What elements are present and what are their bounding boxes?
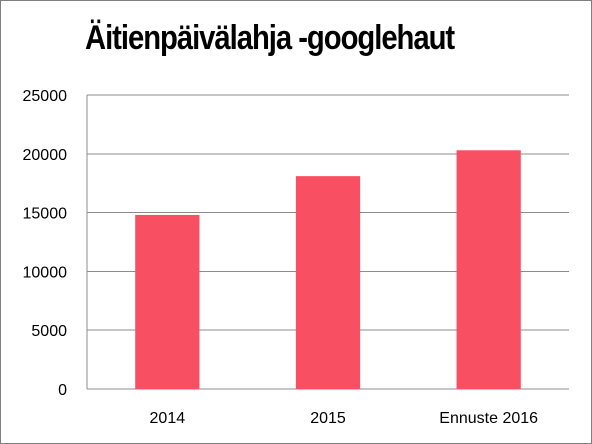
bar-ennuste-2016	[456, 150, 521, 389]
chart-title: Äitienpäivälahja -googlehaut	[85, 19, 455, 57]
y-tick-label: 5000	[31, 323, 67, 340]
y-tick-label: 15000	[23, 206, 68, 223]
bar-2015	[295, 176, 361, 389]
bars	[135, 150, 521, 389]
y-tick-label: 10000	[23, 264, 68, 281]
y-tick-label: 20000	[23, 147, 68, 164]
y-axis-tick-labels: 0 5000 10000 15000 20000 25000	[23, 88, 68, 399]
y-tick-label: 25000	[23, 88, 68, 105]
x-axis-tick-labels: 2014 2015 Ennuste 2016	[150, 410, 539, 427]
x-tick-label: Ennuste 2016	[439, 410, 538, 427]
y-tick-label: 0	[58, 382, 67, 399]
x-tick-label: 2015	[310, 410, 346, 427]
bar-2014	[135, 214, 200, 389]
x-tick-label: 2014	[150, 410, 186, 427]
